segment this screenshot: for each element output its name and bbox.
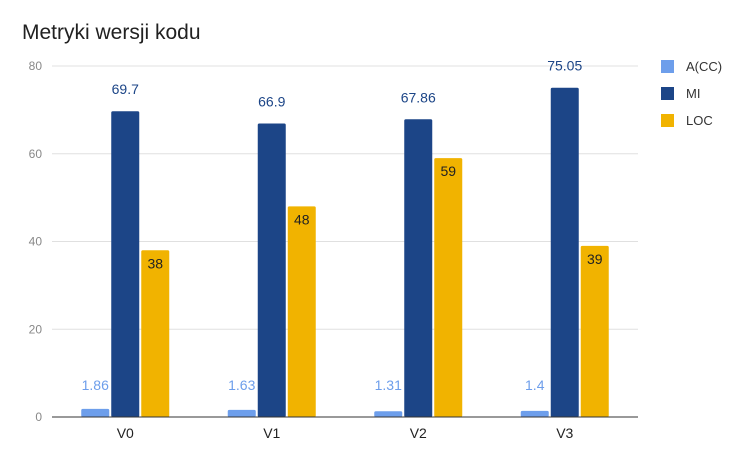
bar-mi (550, 87, 579, 417)
y-tick-label: 40 (29, 235, 43, 249)
legend-swatch (661, 87, 674, 100)
bar-mi (111, 111, 140, 417)
y-tick-label: 80 (29, 59, 43, 73)
bar-mi (257, 123, 286, 417)
x-category-label: V0 (117, 425, 134, 441)
gridlines (52, 65, 638, 330)
data-label: 66.9 (258, 93, 285, 109)
x-category-label: V3 (556, 425, 573, 441)
legend: A(CC) MI LOC (661, 59, 722, 128)
legend-label: MI (686, 86, 700, 101)
bar-loc (580, 245, 609, 417)
legend-swatch (661, 60, 674, 73)
bar-acc (81, 408, 110, 417)
bars (81, 87, 609, 417)
data-label: 1.31 (375, 377, 402, 393)
bar-acc (520, 410, 549, 417)
x-category-label: V1 (263, 425, 280, 441)
y-tick-label: 0 (35, 410, 42, 424)
data-label: 39 (587, 251, 603, 267)
legend-label: LOC (686, 113, 713, 128)
x-category-label: V2 (410, 425, 427, 441)
data-label: 75.05 (547, 58, 582, 74)
data-label: 38 (147, 255, 163, 271)
bar-acc (374, 411, 403, 417)
legend-swatch (661, 114, 674, 127)
y-tick-label: 60 (29, 147, 43, 161)
data-label: 67.86 (401, 89, 436, 105)
bar-loc (287, 206, 316, 417)
legend-label: A(CC) (686, 59, 722, 74)
y-tick-label: 20 (29, 322, 43, 336)
data-label: 1.86 (82, 377, 109, 393)
bar-loc (434, 158, 463, 417)
data-label: 48 (294, 211, 310, 227)
chart-title: Metryki wersji kodu (22, 21, 201, 44)
bar-loc (141, 250, 170, 417)
x-axis-categories: V0 V1 V2 V3 (117, 425, 574, 441)
data-label: 59 (440, 163, 456, 179)
bar-mi (404, 119, 433, 417)
data-label: 69.7 (112, 81, 139, 97)
bar-acc (227, 409, 256, 417)
y-axis-ticks: 0 20 40 60 80 (29, 59, 43, 424)
data-label: 1.63 (228, 377, 255, 393)
data-label: 1.4 (525, 377, 545, 393)
data-labels: 1.86 69.7 38 1.63 66.9 48 1.31 67.86 59 1.4 75.05 3… (82, 58, 603, 393)
